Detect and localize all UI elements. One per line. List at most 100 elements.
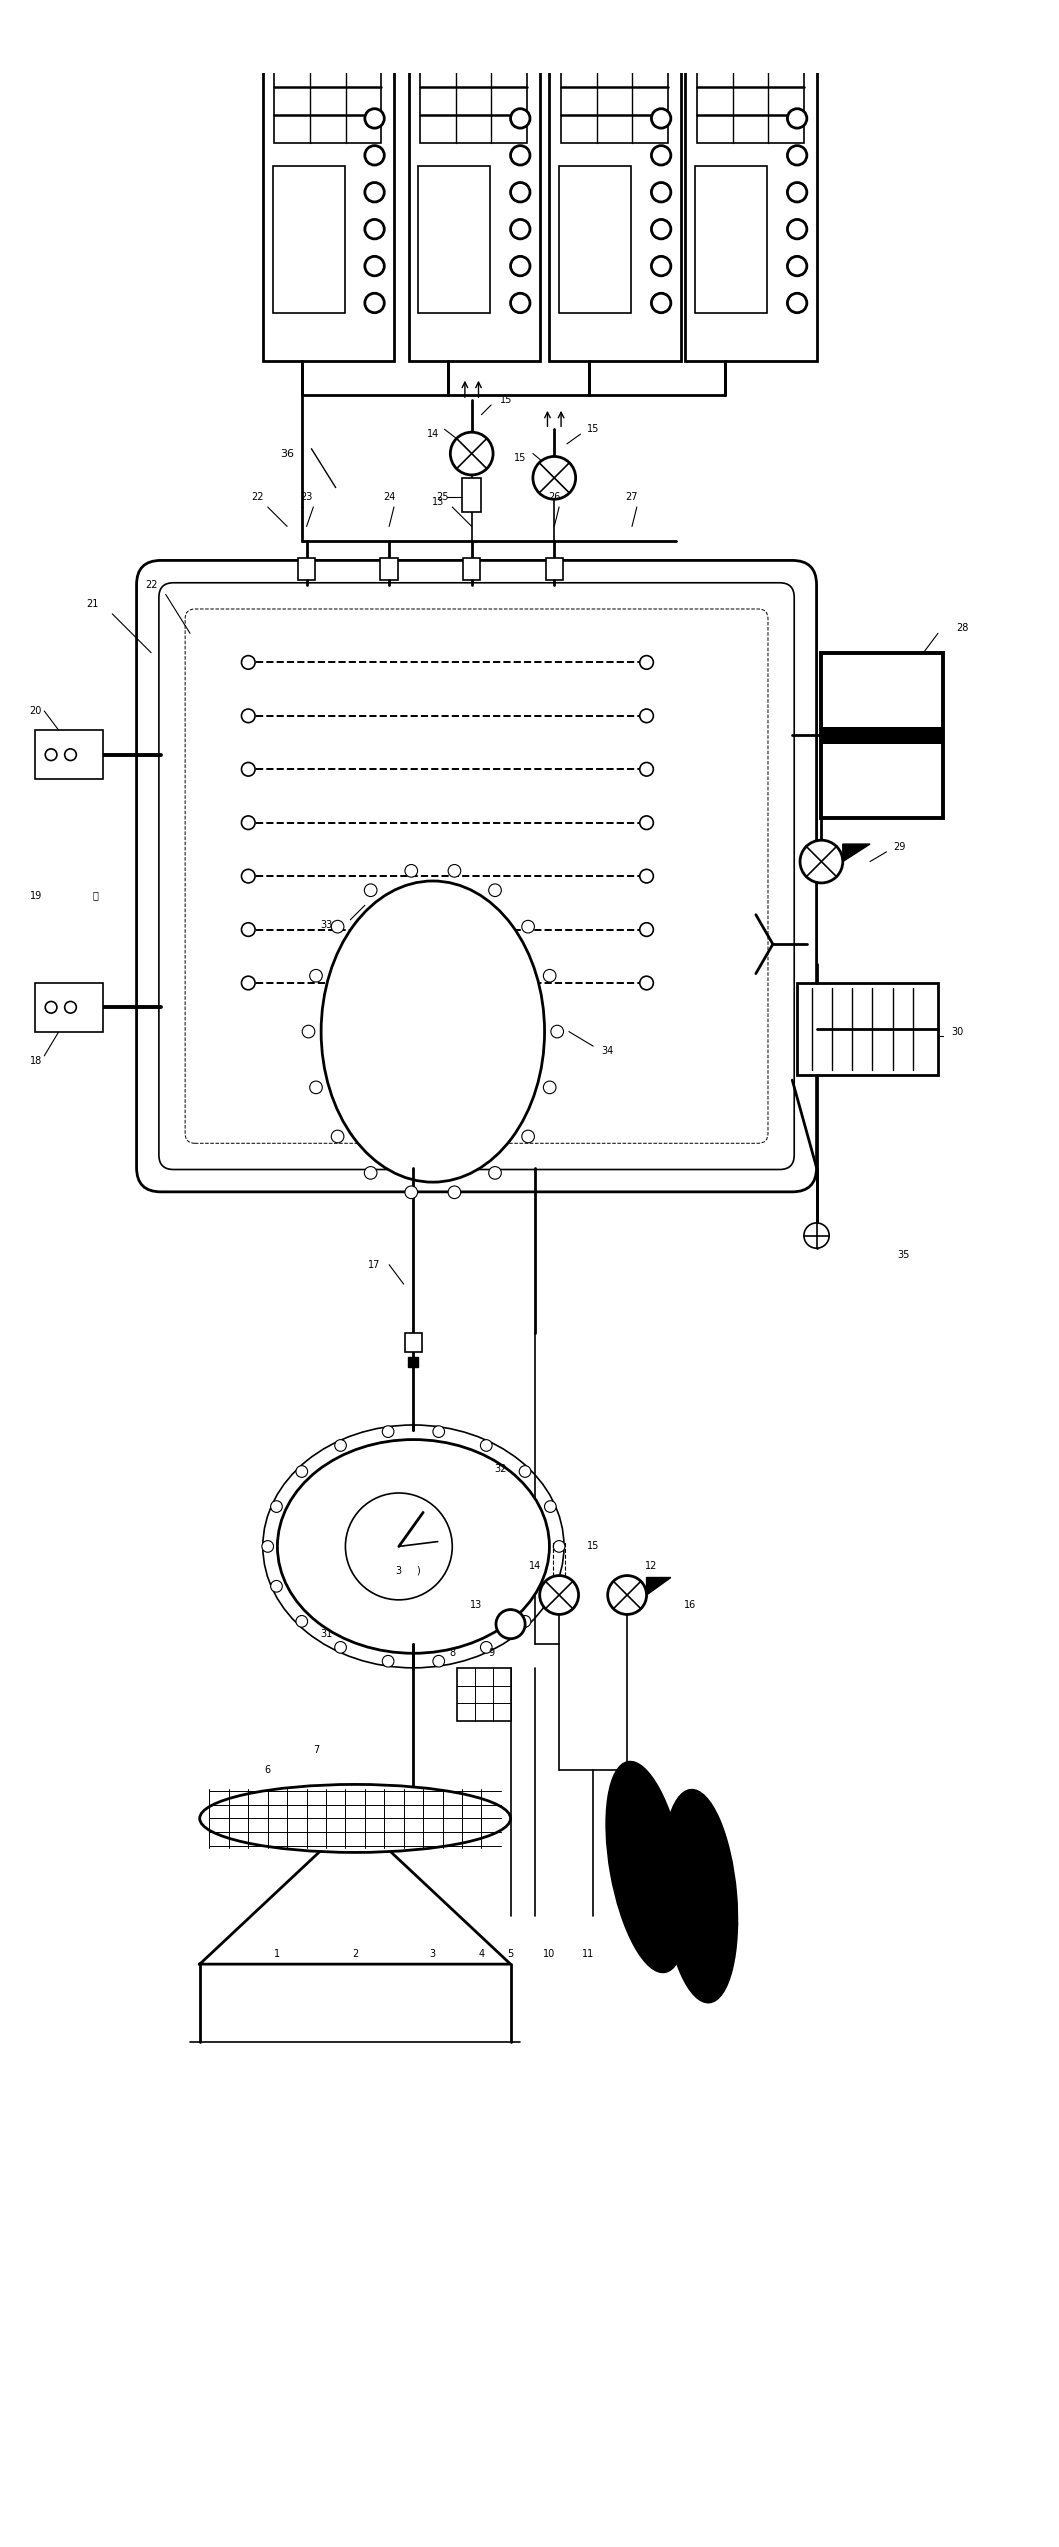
Circle shape	[544, 1500, 556, 1513]
Bar	[263, 13, 394, 362]
Text: 3: 3	[430, 1948, 436, 1959]
Ellipse shape	[277, 1439, 550, 1653]
Circle shape	[241, 655, 255, 670]
Circle shape	[335, 1439, 346, 1452]
Circle shape	[551, 1026, 563, 1037]
Circle shape	[241, 762, 255, 777]
Circle shape	[640, 708, 653, 723]
Text: 17: 17	[369, 1261, 381, 1271]
Text: 28: 28	[956, 624, 969, 634]
Circle shape	[540, 1577, 578, 1615]
Circle shape	[302, 1026, 315, 1037]
Polygon shape	[843, 843, 870, 861]
Text: 15: 15	[500, 395, 511, 405]
Circle shape	[65, 749, 76, 762]
Ellipse shape	[200, 1785, 510, 1852]
Circle shape	[365, 293, 384, 313]
Text: 14: 14	[528, 1561, 541, 1571]
Text: 14: 14	[427, 428, 439, 438]
Circle shape	[553, 1541, 564, 1551]
Circle shape	[522, 919, 535, 932]
Text: 33: 33	[320, 919, 333, 930]
Text: 24: 24	[383, 492, 395, 502]
Text: 6: 6	[265, 1765, 271, 1775]
Bar	[35, 983, 103, 1032]
Circle shape	[788, 145, 807, 166]
Circle shape	[640, 762, 653, 777]
Circle shape	[433, 1426, 445, 1437]
Ellipse shape	[606, 1763, 687, 1971]
Text: 18: 18	[30, 1054, 42, 1065]
Text: 4: 4	[479, 1948, 484, 1959]
Circle shape	[241, 869, 255, 884]
Bar	[685, 13, 816, 362]
Text: 9: 9	[488, 1648, 495, 1658]
Text: 11: 11	[582, 1948, 594, 1959]
Circle shape	[510, 110, 530, 127]
Text: 25: 25	[436, 492, 449, 502]
Circle shape	[405, 863, 417, 876]
Bar	[695, 166, 768, 313]
Circle shape	[331, 1131, 344, 1144]
Text: 29: 29	[893, 843, 905, 853]
Circle shape	[510, 219, 530, 239]
Ellipse shape	[663, 1791, 737, 2002]
Polygon shape	[200, 1819, 510, 1964]
Circle shape	[271, 1500, 283, 1513]
Circle shape	[241, 708, 255, 723]
Bar	[35, 731, 103, 779]
Circle shape	[651, 145, 670, 166]
FancyBboxPatch shape	[159, 583, 794, 1169]
Text: 13: 13	[470, 1600, 483, 1610]
Circle shape	[640, 976, 653, 991]
Bar	[405, 1332, 423, 1352]
Circle shape	[651, 257, 670, 275]
Circle shape	[382, 1426, 394, 1437]
Circle shape	[788, 219, 807, 239]
Bar	[559, 166, 631, 313]
Bar	[545, 558, 563, 581]
Text: 2: 2	[352, 1948, 358, 1959]
Circle shape	[331, 919, 344, 932]
Text: 22: 22	[252, 492, 265, 502]
Circle shape	[543, 970, 556, 983]
Text: 31: 31	[320, 1630, 333, 1638]
Ellipse shape	[321, 881, 544, 1182]
Bar	[420, 31, 527, 143]
Circle shape	[450, 433, 493, 474]
Circle shape	[309, 970, 322, 983]
Bar	[457, 1668, 510, 1722]
Text: 1: 1	[274, 1948, 281, 1959]
Bar	[561, 31, 668, 143]
Text: 5: 5	[507, 1948, 514, 1959]
Text: 7: 7	[313, 1745, 320, 1755]
Text: 20: 20	[30, 706, 42, 716]
Circle shape	[651, 110, 670, 127]
Bar	[274, 31, 381, 143]
Circle shape	[365, 145, 384, 166]
Bar	[380, 558, 398, 581]
Circle shape	[405, 1187, 417, 1200]
Bar	[697, 31, 804, 143]
Circle shape	[488, 1167, 501, 1179]
Bar	[822, 726, 943, 744]
Text: 3: 3	[396, 1566, 402, 1577]
Bar	[822, 652, 943, 818]
Bar	[298, 558, 316, 581]
Circle shape	[433, 1656, 445, 1668]
Bar	[463, 558, 481, 581]
Circle shape	[295, 1615, 307, 1628]
Circle shape	[788, 183, 807, 201]
Circle shape	[364, 884, 377, 897]
Circle shape	[309, 1080, 322, 1093]
Circle shape	[335, 1643, 346, 1653]
Text: 36: 36	[281, 448, 294, 458]
Circle shape	[271, 1582, 283, 1592]
Circle shape	[651, 293, 670, 313]
Bar	[797, 983, 938, 1075]
Circle shape	[640, 815, 653, 830]
Circle shape	[788, 293, 807, 313]
Circle shape	[788, 110, 807, 127]
Bar	[418, 166, 490, 313]
Text: 27: 27	[626, 492, 639, 502]
